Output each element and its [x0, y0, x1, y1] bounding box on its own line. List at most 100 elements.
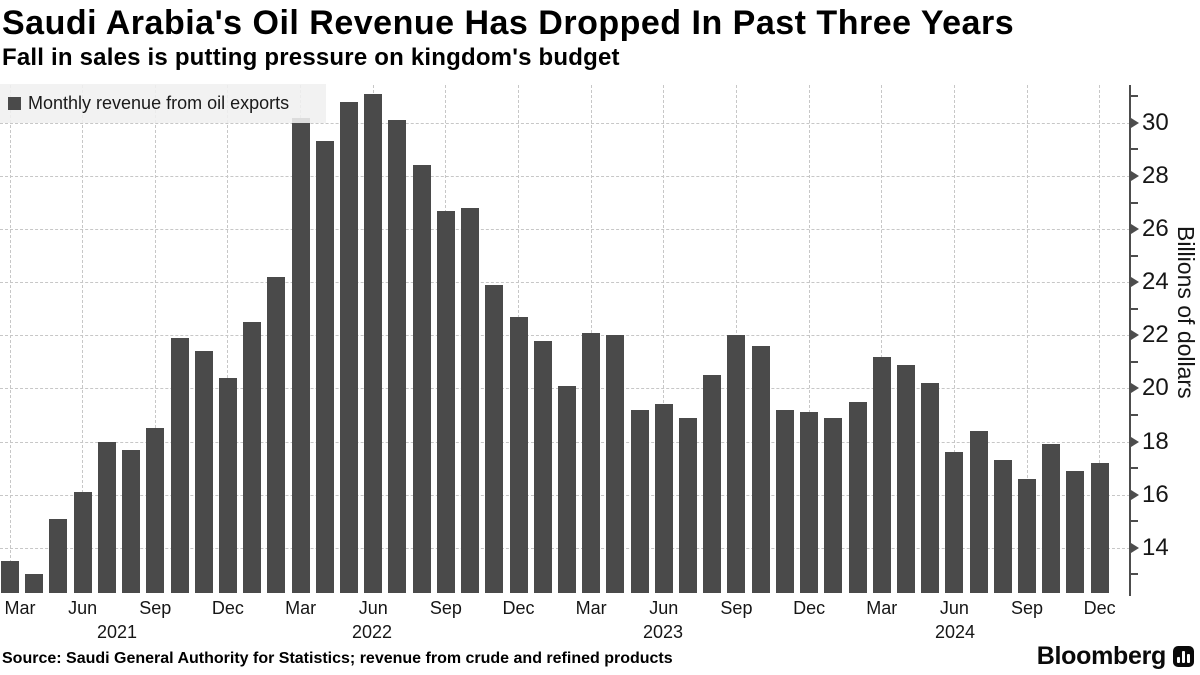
x-tick-label: Mar — [4, 598, 36, 618]
x-tick-label: Mar — [285, 598, 317, 618]
legend-label: Monthly revenue from oil exports — [28, 93, 290, 113]
y-major-tick — [1131, 224, 1139, 235]
year-label: 2023 — [642, 622, 684, 642]
gridline-horizontal — [0, 176, 1130, 177]
bar — [218, 377, 237, 593]
bar — [533, 340, 552, 593]
bar — [921, 383, 940, 593]
source-text: Source: Saudi General Authority for Stat… — [2, 650, 673, 667]
legend-swatch-icon — [8, 97, 21, 110]
gridline-vertical — [1026, 85, 1028, 593]
y-tick-label: 26 — [1142, 215, 1169, 243]
bar — [461, 207, 480, 593]
bar — [1042, 444, 1061, 593]
y-minor-tick — [1131, 467, 1138, 470]
x-tick-label: Jun — [68, 598, 98, 618]
bar — [896, 364, 915, 593]
bar — [122, 449, 141, 593]
y-minor-tick — [1131, 201, 1138, 204]
y-axis-line — [1129, 85, 1131, 596]
gridline-horizontal — [0, 335, 1130, 337]
bar — [727, 335, 746, 593]
year-label: 2021 — [96, 622, 138, 642]
x-tick-label: Jun — [358, 598, 388, 618]
gridline-horizontal — [0, 282, 1130, 284]
bar — [679, 417, 698, 593]
y-tick-label: 28 — [1142, 162, 1169, 189]
bar — [969, 430, 988, 593]
y-tick-label: 14 — [1142, 533, 1169, 561]
bar — [582, 332, 601, 593]
y-tick-label: 30 — [1142, 108, 1169, 136]
y-major-tick — [1131, 277, 1139, 288]
y-tick-label: 24 — [1142, 268, 1169, 296]
bar — [49, 518, 68, 593]
y-minor-tick — [1131, 307, 1138, 310]
y-major-tick — [1131, 489, 1139, 500]
x-tick-label: Dec — [211, 598, 244, 618]
x-tick-label: Mar — [575, 598, 607, 618]
gridline-vertical — [9, 85, 11, 593]
y-major-tick — [1131, 383, 1139, 394]
bar — [557, 385, 576, 593]
bar — [170, 338, 189, 593]
bar — [993, 460, 1012, 593]
bar — [73, 492, 92, 593]
bloomberg-logo-icon — [1173, 646, 1194, 667]
x-tick-label: Jun — [649, 598, 679, 618]
bloomberg-wordmark: Bloomberg — [1036, 642, 1167, 670]
bar — [1018, 478, 1037, 593]
gridline-vertical — [808, 85, 810, 593]
chart-title: Saudi Arabia's Oil Revenue Has Dropped I… — [2, 4, 1015, 42]
y-tick-label: 20 — [1142, 374, 1169, 402]
bar — [606, 335, 625, 593]
bar — [315, 141, 334, 593]
y-major-tick — [1131, 542, 1139, 553]
y-tick-label: 22 — [1142, 321, 1169, 349]
bar — [97, 441, 116, 593]
x-tick-label: Sep — [720, 598, 753, 618]
bar — [194, 351, 213, 593]
bar — [340, 101, 358, 593]
gridline-horizontal — [0, 229, 1130, 231]
bar — [872, 356, 891, 593]
year-label: 2022 — [351, 622, 393, 642]
bar — [824, 417, 843, 593]
bar — [630, 409, 649, 593]
bar — [388, 120, 407, 593]
gridline-vertical — [227, 85, 229, 593]
bar — [1090, 462, 1109, 593]
gridline-vertical — [663, 85, 665, 593]
bar — [364, 93, 383, 593]
y-minor-tick — [1131, 254, 1138, 257]
x-tick-label: Dec — [1083, 598, 1116, 618]
gridline-vertical — [953, 85, 955, 593]
bar — [1, 561, 19, 593]
x-tick-label: Dec — [793, 598, 826, 618]
y-tick-label: 18 — [1142, 427, 1169, 455]
bar — [945, 452, 964, 593]
gridline-vertical — [1099, 85, 1101, 593]
bar — [485, 284, 504, 593]
bar — [751, 345, 770, 593]
x-tick-label: Sep — [139, 598, 172, 618]
chart-subtitle: Fall in sales is putting pressure on kin… — [2, 44, 620, 71]
year-label: 2024 — [934, 622, 976, 642]
y-axis-title: Billions of dollars — [1173, 226, 1199, 399]
y-minor-tick — [1131, 148, 1138, 151]
bar — [146, 428, 165, 593]
y-minor-tick — [1131, 520, 1138, 523]
bar — [703, 375, 722, 593]
y-major-tick — [1131, 117, 1139, 128]
gridline-vertical — [881, 85, 883, 593]
bar — [412, 165, 431, 593]
bar — [436, 210, 455, 593]
x-tick-label: Sep — [1011, 598, 1044, 618]
x-tick-label: Sep — [429, 598, 462, 618]
bar — [25, 574, 44, 593]
bloomberg-logo: Bloomberg — [1037, 642, 1194, 671]
legend: Monthly revenue from oil exports — [0, 84, 326, 123]
gridline-horizontal — [0, 122, 1130, 124]
